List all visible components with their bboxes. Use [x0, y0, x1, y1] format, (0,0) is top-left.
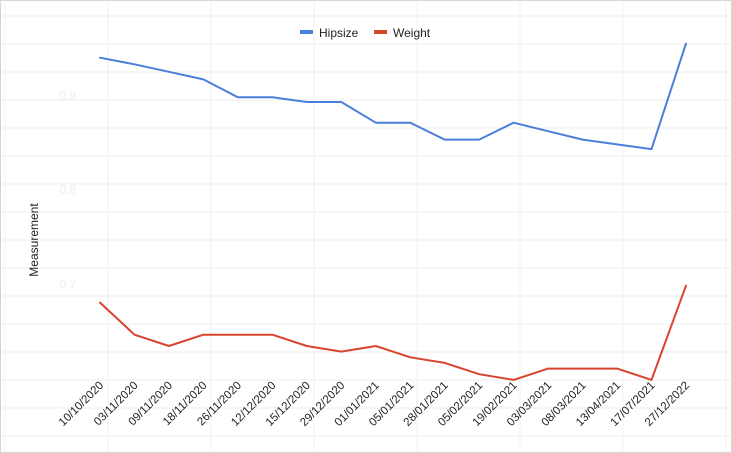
series-lines — [99, 42, 687, 381]
legend-swatch-hipsize — [300, 30, 313, 34]
legend-label-weight: Weight — [393, 26, 431, 40]
series-line-weight — [99, 284, 687, 381]
y-tick-label: 0.8 — [59, 183, 76, 197]
y-tick-label: 0.9 — [59, 88, 76, 102]
legend: Hipsize Weight — [300, 26, 431, 40]
legend-label-hipsize: Hipsize — [319, 26, 359, 40]
series-line-hipsize — [99, 42, 687, 151]
y-tick-label: 0.7 — [59, 277, 76, 291]
y-axis-title: Measurement — [27, 203, 41, 277]
y-tick-labels: 0.7 0.8 0.9 — [59, 88, 76, 290]
legend-swatch-weight — [374, 30, 387, 34]
